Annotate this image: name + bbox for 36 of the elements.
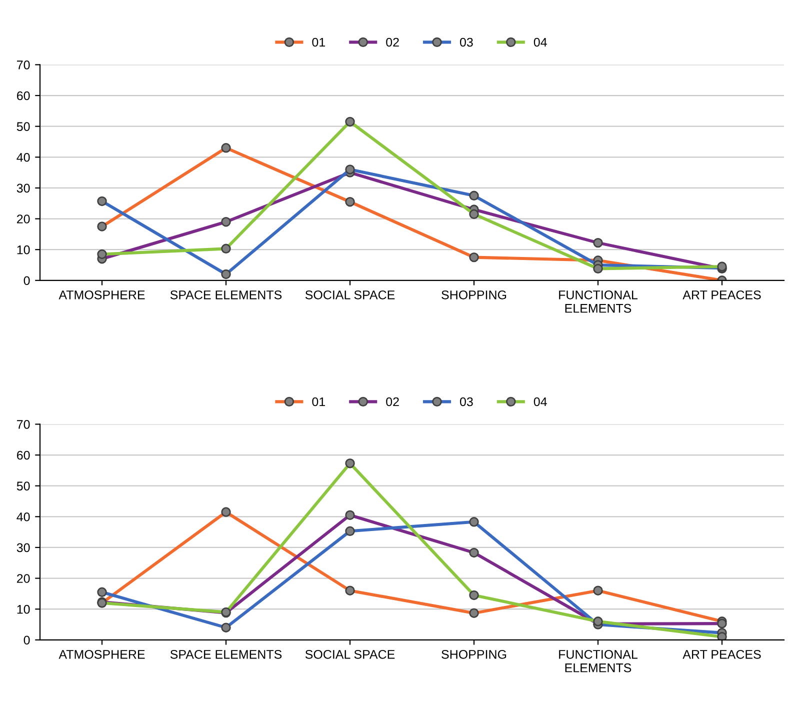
legend-label: 04 — [534, 38, 547, 47]
legend-label: 04 — [534, 397, 547, 406]
x-tick-label: FUNCTIONAL ELEMENTS — [559, 650, 638, 672]
legend-label: 03 — [460, 397, 473, 406]
legend-label: 02 — [386, 38, 399, 47]
y-tick-label: 60 — [17, 450, 30, 460]
y-tick-label: 10 — [17, 245, 30, 254]
y-tick-label: 70 — [17, 60, 30, 70]
legend-label: 01 — [312, 38, 325, 47]
x-tick-label: SPACE ELEMENTS — [170, 650, 282, 659]
y-tick-label: 50 — [16, 482, 30, 490]
legend-label: 03 — [460, 38, 473, 47]
x-tick-label: FUNCTIONAL ELEMENTS — [559, 290, 638, 313]
y-tick-label: 10 — [17, 604, 30, 614]
x-tick-label: SHOPPING — [442, 650, 506, 659]
y-tick-label: 70 — [17, 420, 30, 429]
x-tick-label: ATMOSPHERE — [58, 290, 145, 300]
y-tick-label: 0 — [24, 276, 30, 286]
y-tick-label: 60 — [17, 91, 30, 100]
y-tick-label: 20 — [17, 574, 30, 583]
x-tick-label: SOCIAL SPACE — [305, 290, 395, 300]
x-tick-label: SPACE ELEMENTS — [170, 290, 282, 300]
y-tick-label: 50 — [16, 122, 30, 131]
x-tick-label: ATMOSPHERE — [58, 650, 145, 659]
y-tick-label: 0 — [24, 636, 30, 645]
x-tick-label: ART PEACES — [682, 290, 761, 300]
y-tick-label: 40 — [16, 512, 30, 522]
y-tick-label: 30 — [16, 184, 30, 193]
legend-label: 02 — [386, 397, 399, 406]
y-tick-label: 30 — [16, 543, 30, 552]
y-tick-label: 40 — [16, 152, 30, 162]
x-tick-label: ART PEACES — [682, 650, 761, 659]
x-tick-label: SOCIAL SPACE — [305, 650, 395, 659]
legend-label: 01 — [312, 397, 325, 406]
y-tick-label: 20 — [17, 214, 30, 224]
x-tick-label: SHOPPING — [442, 290, 506, 300]
